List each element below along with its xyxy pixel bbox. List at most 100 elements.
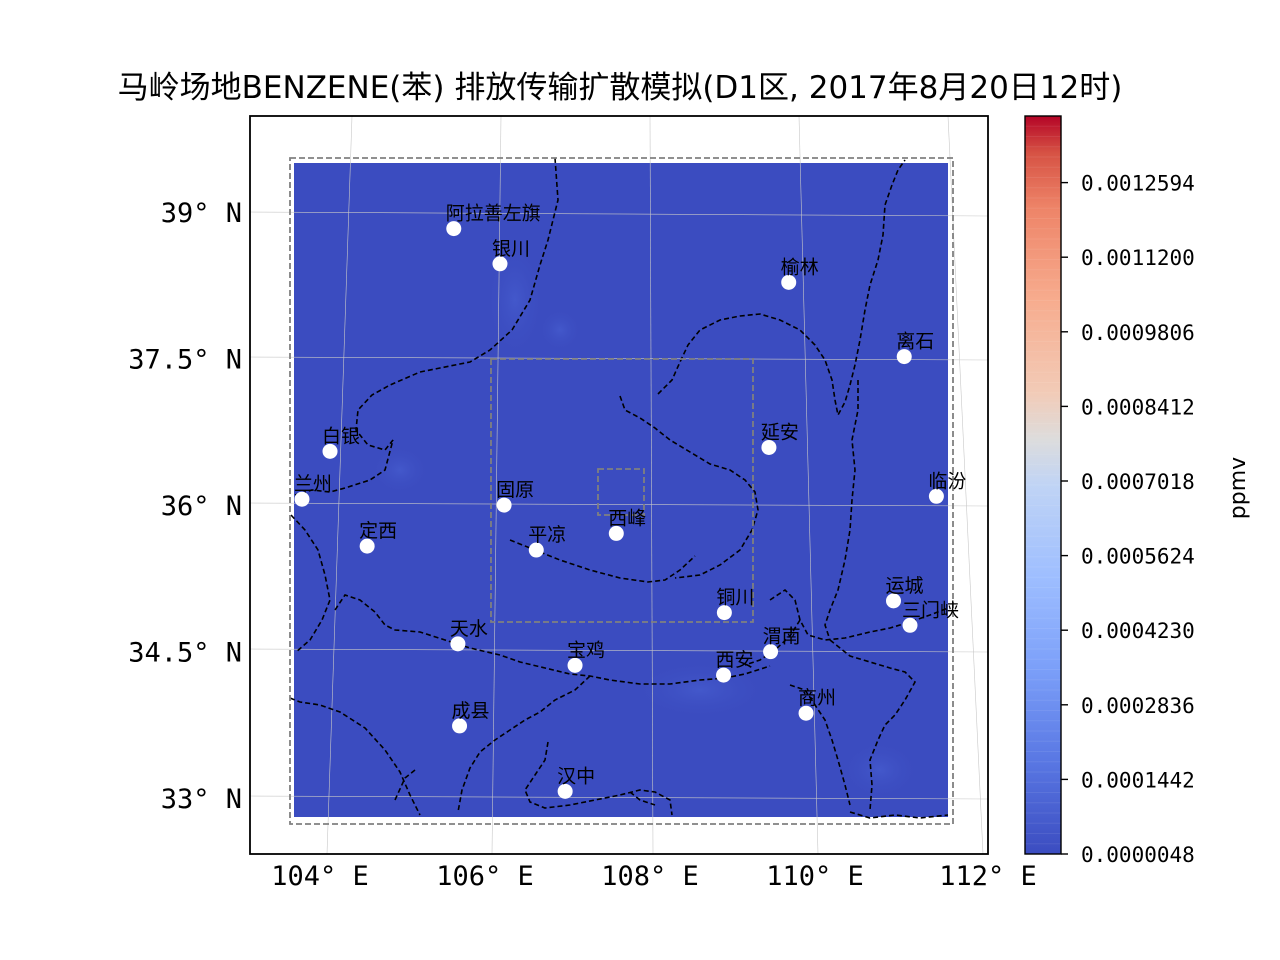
boundary-line xyxy=(294,157,559,496)
longitude-axis: 104° E 106° E 108° E 110° E 112° E xyxy=(271,861,1037,892)
city-label: 银川 xyxy=(492,238,530,260)
lat-tick-label: 34.5° N xyxy=(128,638,242,669)
city-marker xyxy=(902,617,918,633)
colorbar-tick-label: 0.0001442 xyxy=(1081,768,1195,792)
colorbar-ticks: 0.0000048 0.0001442 0.0002836 0.0004230 0.00… xyxy=(1061,172,1195,867)
lon-tick-label: 108° E xyxy=(601,861,699,892)
city-label: 榆林 xyxy=(781,256,819,278)
graticule-line xyxy=(491,116,502,854)
lat-tick-label: 33° N xyxy=(161,784,242,815)
colorbar-tick-label: 0.0005624 xyxy=(1081,545,1195,569)
boundary-line xyxy=(849,811,949,819)
graticule-line xyxy=(326,116,353,854)
colorbar-tick-label: 0.0000048 xyxy=(1081,843,1195,867)
colorbar-tick-label: 0.0011200 xyxy=(1081,246,1195,270)
colorbar-tick-label: 0.0002836 xyxy=(1081,694,1195,718)
city-label: 运城 xyxy=(886,575,924,597)
city-label: 成县 xyxy=(452,700,490,722)
city-marker xyxy=(294,491,310,507)
city-label: 宝鸡 xyxy=(567,639,605,661)
city-label: 汉中 xyxy=(557,765,595,787)
lon-tick-label: 112° E xyxy=(939,861,1037,892)
graticule-line xyxy=(250,211,988,217)
city-label: 平凉 xyxy=(528,524,566,546)
city-marker xyxy=(886,593,901,609)
graticule-line xyxy=(250,502,988,507)
city-marker xyxy=(450,636,466,652)
lon-tick-label: 110° E xyxy=(766,861,864,892)
boundary-line xyxy=(829,639,916,811)
city-marker xyxy=(452,718,468,734)
chart-title: 马岭场地BENZENE(苯) 排放传输扩散模拟(D1区, 2017年8月20日1… xyxy=(117,70,1123,106)
domain-d2-box xyxy=(490,358,754,623)
lat-tick-label: 39° N xyxy=(161,198,242,229)
boundary-line xyxy=(824,380,859,641)
city-marker xyxy=(761,439,777,455)
lat-tick-label: 36° N xyxy=(161,491,242,522)
field-variation xyxy=(370,445,430,495)
city-label: 西峰 xyxy=(608,507,646,529)
city-label: 离石 xyxy=(896,331,934,353)
city-label: 渭南 xyxy=(763,626,801,648)
city-label: 铜川 xyxy=(716,587,754,609)
boundary-line xyxy=(289,697,421,816)
lon-tick-label: 106° E xyxy=(436,861,534,892)
city-label: 固原 xyxy=(496,479,534,501)
city-label: 天水 xyxy=(450,618,488,640)
city-marker xyxy=(798,705,814,721)
colorbar-tick-label: 0.0012594 xyxy=(1081,172,1195,196)
colorbar-bands xyxy=(1025,125,1061,845)
colorbar-frame xyxy=(1024,115,1062,855)
boundary-line xyxy=(657,159,906,418)
graticule-line xyxy=(649,116,654,854)
city-label: 商州 xyxy=(798,687,836,709)
boundary-line xyxy=(290,514,331,653)
field-texture xyxy=(370,240,920,800)
city-label: 兰州 xyxy=(294,473,332,495)
boundary-line xyxy=(619,395,759,579)
graticule-line xyxy=(798,116,819,854)
graticule xyxy=(250,116,988,854)
city-marker xyxy=(567,657,583,673)
colorbar-tick-label: 0.0004230 xyxy=(1081,619,1195,643)
city-marker xyxy=(322,443,338,459)
city-label: 延安 xyxy=(761,421,799,443)
city-marker xyxy=(928,488,944,504)
boundary-line xyxy=(789,684,851,806)
domain-boxes xyxy=(289,157,954,825)
city-marker xyxy=(716,667,732,683)
city-marker xyxy=(496,497,512,513)
boundary-line xyxy=(394,769,416,801)
city-label: 西安 xyxy=(716,649,754,671)
colorbar-tick-label: 0.0008412 xyxy=(1081,395,1195,419)
colorbar-gradient xyxy=(1025,116,1061,854)
boundary-line xyxy=(524,741,673,816)
colorbar-label: ppmv xyxy=(1226,457,1251,519)
city-marker xyxy=(896,349,912,365)
city-marker xyxy=(492,256,508,272)
boundary-line xyxy=(457,675,591,813)
lat-tick-label: 37.5° N xyxy=(128,345,242,376)
city-marker xyxy=(608,525,624,541)
city-label: 临汾 xyxy=(928,470,966,492)
city-marker xyxy=(781,274,797,290)
city-marker xyxy=(528,542,544,558)
domain-d1-box xyxy=(289,157,954,825)
city-marker xyxy=(359,538,375,554)
map-axes-frame xyxy=(249,115,989,855)
city-label: 白银 xyxy=(322,425,360,447)
colorbar-tick-label: 0.0009806 xyxy=(1081,321,1195,345)
city-marker xyxy=(557,783,573,799)
boundary-line xyxy=(334,594,771,685)
city-label: 三门峡 xyxy=(902,599,959,621)
city-label: 定西 xyxy=(359,520,397,542)
latitude-axis: 39° N 37.5° N 36° N 34.5° N 33° N xyxy=(128,198,242,815)
city-marker xyxy=(763,644,779,660)
city-marker xyxy=(716,605,732,621)
boundary-line xyxy=(629,791,656,806)
domain-d3-box xyxy=(597,468,645,516)
graticule-line xyxy=(250,648,988,653)
